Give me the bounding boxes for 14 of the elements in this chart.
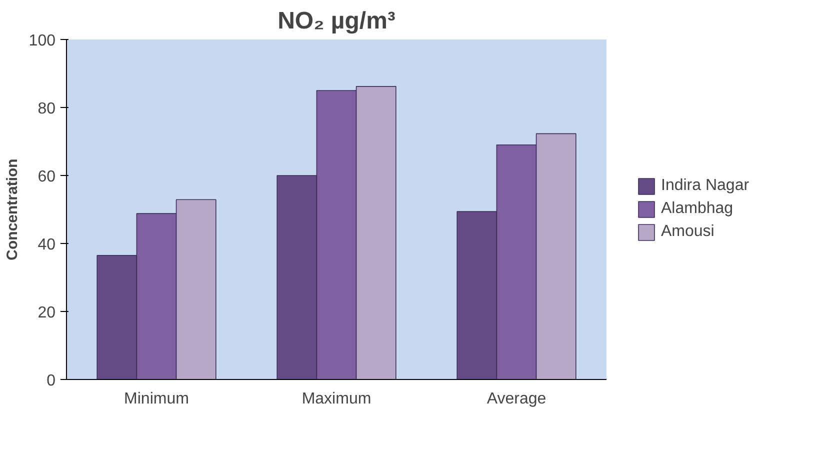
y-tick-label: 40 <box>38 236 56 254</box>
x-tick-label: Average <box>486 390 546 408</box>
y-tick-label: 100 <box>28 32 56 50</box>
y-tick-label: 60 <box>38 168 56 186</box>
legend-label: Amousi <box>661 223 714 241</box>
chart-title: NO₂ µg/m³ <box>278 8 396 34</box>
legend-label: Indira Nagar <box>661 177 750 195</box>
legend-label: Alambhag <box>661 200 734 218</box>
y-axis-title: Concentration <box>4 158 21 260</box>
y-tick-label: 20 <box>38 304 56 322</box>
y-tick-label: 80 <box>38 100 56 118</box>
x-tick-label: Maximum <box>302 390 372 408</box>
x-tick-label: Minimum <box>124 390 189 408</box>
y-tick-label: 0 <box>46 372 56 390</box>
